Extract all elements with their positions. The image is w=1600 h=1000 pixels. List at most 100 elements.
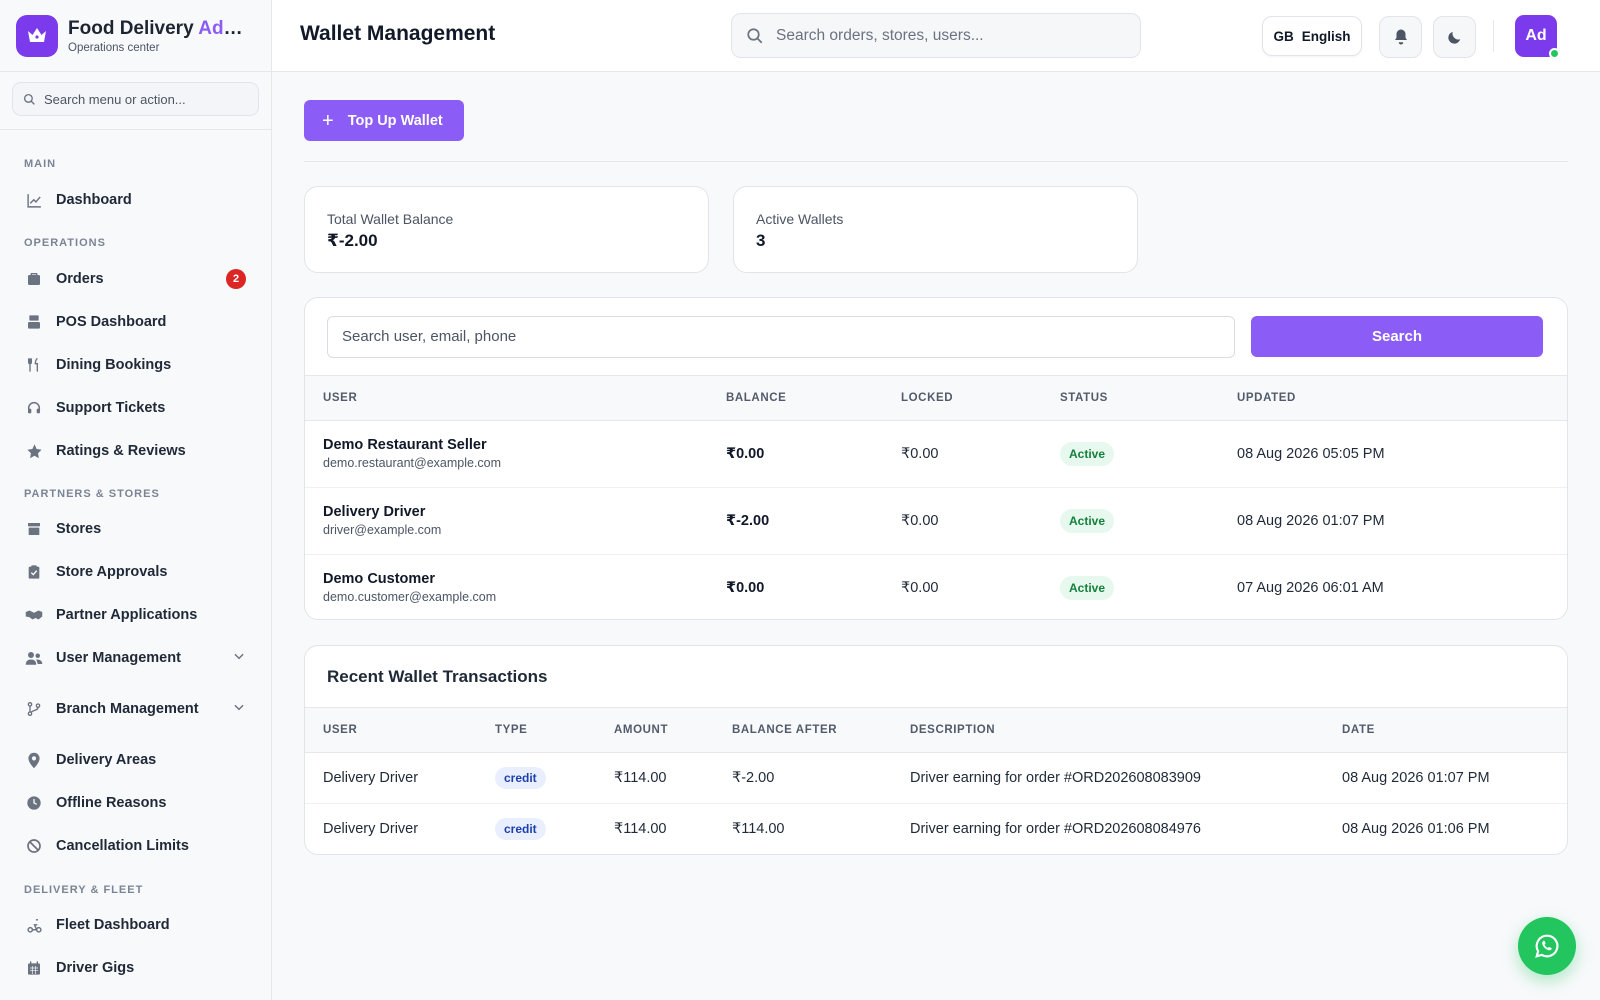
flag-icon: GB [1273, 28, 1294, 44]
status-badge: Active [1060, 441, 1115, 466]
top-up-wallet-button[interactable]: + Top Up Wallet [304, 100, 464, 141]
column-header[interactable]: STATUS [1042, 376, 1219, 421]
avatar[interactable]: Ad [1515, 15, 1560, 59]
user-name: Demo Restaurant Seller [323, 437, 487, 453]
brand[interactable]: Food Delivery Admin Operations center [0, 0, 271, 72]
total-balance-card: Total Wallet Balance ₹-2.00 [304, 186, 709, 273]
search-icon [23, 93, 35, 105]
table-row[interactable]: Delivery Driver driver@example.com ₹-2.00… [305, 487, 1567, 555]
stat-label: Active Wallets [756, 211, 844, 227]
page-title: Wallet Management [300, 22, 496, 45]
chevron-down-icon [232, 649, 246, 667]
status-badge: Active [1060, 508, 1115, 533]
user-cell: Delivery Driver [305, 752, 477, 804]
search-button[interactable]: Search [1251, 316, 1543, 357]
store-icon [24, 519, 44, 539]
global-search-input[interactable]: Search orders, stores, users... [731, 13, 1141, 58]
sidebar-item-offline-reasons[interactable]: Offline Reasons [24, 787, 246, 819]
notifications-button[interactable] [1379, 16, 1422, 58]
column-header[interactable]: AMOUNT [596, 708, 714, 753]
clock-icon [24, 793, 44, 813]
updated-cell: 08 Aug 2026 05:05 PM [1219, 420, 1567, 488]
sidebar-item-orders[interactable]: Orders 2 [24, 263, 246, 295]
column-header[interactable]: UPDATED [1219, 376, 1567, 421]
stat-value: ₹-2.00 [327, 231, 378, 250]
brand-title: Food Delivery Admin [68, 17, 246, 39]
handshake-icon [24, 605, 44, 625]
table-header-row: USER BALANCE LOCKED STATUS UPDATED [305, 376, 1567, 421]
user-email: demo.customer@example.com [323, 590, 497, 604]
active-wallets-card: Active Wallets 3 [733, 186, 1138, 273]
section-title: Recent Wallet Transactions [305, 646, 1567, 708]
bell-icon [1394, 29, 1407, 45]
sidebar-item-cancellation-limits[interactable]: Cancellation Limits [24, 830, 246, 862]
user-email: demo.restaurant@example.com [323, 456, 502, 470]
whatsapp-button[interactable] [1518, 917, 1576, 975]
sidebar-item-fleet-dashboard[interactable]: Fleet Dashboard [24, 909, 246, 941]
column-header[interactable]: DATE [1324, 708, 1567, 753]
balance-cell: ₹-2.00 [708, 487, 883, 555]
section-partners: PARTNERS & STORES [24, 488, 160, 500]
table-row[interactable]: Demo Restaurant Seller demo.restaurant@ex… [305, 420, 1567, 488]
orders-badge: 2 [226, 269, 246, 289]
sidebar-item-dining[interactable]: Dining Bookings [24, 349, 246, 381]
type-badge: credit [495, 766, 546, 789]
language-selector[interactable]: GB English [1262, 16, 1362, 56]
sidebar-item-support[interactable]: Support Tickets [24, 392, 246, 424]
user-email: driver@example.com [323, 523, 442, 537]
support-icon [24, 398, 44, 418]
column-header[interactable]: USER [305, 376, 708, 421]
stat-label: Total Wallet Balance [327, 211, 454, 227]
wallets-panel: Search user, email, phone Search USER BA… [304, 297, 1568, 620]
sidebar-item-branch-management[interactable]: Branch Management [24, 693, 246, 725]
column-header[interactable]: TYPE [477, 708, 596, 753]
sidebar-item-delivery-areas[interactable]: Delivery Areas [24, 744, 246, 776]
sidebar-item-partner-applications[interactable]: Partner Applications [24, 599, 246, 631]
column-header[interactable]: USER [305, 708, 477, 753]
column-header[interactable]: LOCKED [883, 376, 1042, 421]
section-main: MAIN [24, 158, 57, 170]
table-row[interactable]: Demo Customer demo.customer@example.com ₹… [305, 554, 1567, 619]
sidebar-item-stores[interactable]: Stores [24, 513, 246, 545]
sidebar-item-store-approvals[interactable]: Store Approvals [24, 556, 246, 588]
status-badge: Active [1060, 575, 1115, 600]
column-header[interactable]: BALANCE AFTER [714, 708, 892, 753]
column-header[interactable]: BALANCE [708, 376, 883, 421]
balance-after-cell: ₹-2.00 [714, 752, 892, 804]
table-row[interactable]: Delivery Driver credit ₹114.00 ₹-2.00 Dr… [305, 752, 1567, 804]
dining-icon [24, 355, 44, 375]
crown-icon [16, 14, 58, 57]
chevron-down-icon [232, 700, 246, 718]
theme-toggle-button[interactable] [1433, 16, 1476, 58]
sidebar-item-dashboard[interactable]: Dashboard [24, 184, 246, 216]
users-icon [24, 648, 44, 668]
transactions-panel: Recent Wallet Transactions USER TYPE AMO… [304, 645, 1568, 855]
wallet-search-input[interactable]: Search user, email, phone [327, 315, 1235, 358]
pos-icon [24, 312, 44, 332]
balance-cell: ₹0.00 [708, 420, 883, 488]
transactions-table: USER TYPE AMOUNT BALANCE AFTER DESCRIPTI… [305, 708, 1567, 854]
sidebar-item-pos[interactable]: POS Dashboard [24, 306, 246, 338]
sidebar: Food Delivery Admin Operations center Se… [0, 0, 272, 1000]
fleet-icon [24, 915, 44, 935]
locked-cell: ₹0.00 [883, 554, 1042, 619]
user-name: Delivery Driver [323, 504, 426, 520]
description-cell: Driver earning for order #ORD20260808390… [892, 752, 1324, 804]
table-row[interactable]: Delivery Driver credit ₹114.00 ₹114.00 D… [305, 803, 1567, 854]
description-cell: Driver earning for order #ORD20260808497… [892, 803, 1324, 854]
updated-cell: 07 Aug 2026 06:01 AM [1219, 554, 1567, 619]
locked-cell: ₹0.00 [883, 487, 1042, 555]
locked-cell: ₹0.00 [883, 420, 1042, 488]
pin-icon [24, 750, 44, 770]
type-badge: credit [495, 817, 546, 840]
ban-icon [24, 836, 44, 856]
stat-value: 3 [756, 231, 766, 250]
sidebar-item-driver-gigs[interactable]: Driver Gigs [24, 952, 246, 984]
column-header[interactable]: DESCRIPTION [892, 708, 1324, 753]
sidebar-item-ratings[interactable]: Ratings & Reviews [24, 435, 246, 467]
user-name: Demo Customer [323, 571, 435, 587]
sidebar-search-input[interactable]: Search menu or action... [12, 82, 259, 116]
divider [304, 161, 1568, 162]
sidebar-item-user-management[interactable]: User Management [24, 642, 246, 674]
amount-cell: ₹114.00 [596, 803, 714, 854]
